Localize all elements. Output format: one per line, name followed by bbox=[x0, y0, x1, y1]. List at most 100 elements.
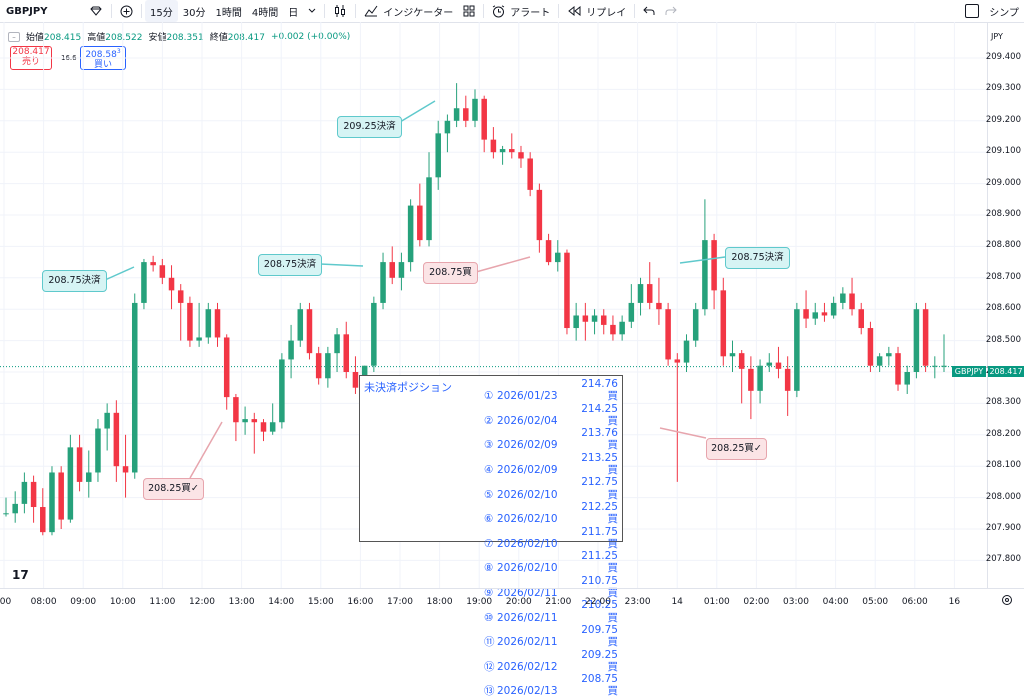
time-tick: 21:00 bbox=[545, 597, 572, 607]
layouts-button[interactable] bbox=[458, 0, 480, 22]
candle-down bbox=[803, 309, 809, 319]
undo-button[interactable] bbox=[638, 0, 660, 22]
candle-down bbox=[177, 290, 184, 303]
callout-close[interactable]: 208.75決済 bbox=[258, 254, 322, 276]
time-axis[interactable]: :00 08:00 09:00 10:00 11:00 12:00 13:00 14:00 15… bbox=[0, 588, 1024, 615]
chevron-down-icon bbox=[308, 8, 316, 13]
candle-down bbox=[720, 290, 727, 357]
price-tick: 209.100 bbox=[985, 146, 1021, 157]
candle-down bbox=[223, 337, 230, 398]
price-tick: 209.000 bbox=[985, 177, 1021, 188]
callout-close[interactable]: 208.75決済 bbox=[42, 270, 107, 292]
symbol-search-button[interactable]: GBPJPY bbox=[0, 0, 108, 22]
callout-pointer bbox=[104, 266, 135, 281]
candle-down bbox=[821, 312, 828, 316]
candle-up bbox=[242, 419, 248, 423]
callout-open[interactable]: 208.25買✓ bbox=[706, 438, 767, 460]
timeframe-label: 1時間 bbox=[215, 7, 242, 19]
callout-pointer bbox=[189, 421, 223, 479]
price-tick: 208.200 bbox=[985, 428, 1021, 439]
callout-open[interactable]: 208.75買 bbox=[423, 262, 478, 284]
indicators-button[interactable]: インジケーター bbox=[359, 0, 458, 22]
candle-down bbox=[233, 397, 239, 423]
position-date: 2026/02/10 bbox=[497, 513, 558, 526]
open-positions-box[interactable]: 未決済ポジション ① 2026/01/23 214.76買 ② 2026/02/04 21… bbox=[359, 375, 623, 697]
redo-button[interactable] bbox=[660, 0, 682, 22]
divider bbox=[111, 4, 112, 18]
candle-up bbox=[591, 315, 598, 322]
candle-down bbox=[251, 419, 258, 423]
position-n: ⑫ bbox=[484, 660, 495, 673]
position-row: ② 2026/02/04 214.25買 bbox=[484, 403, 618, 428]
alert-button[interactable]: アラート bbox=[487, 0, 555, 22]
time-tick: 15:00 bbox=[307, 597, 334, 607]
currency-label[interactable]: JPY bbox=[991, 32, 1003, 41]
candle-up bbox=[196, 337, 202, 341]
position-row: ⑨ 2026/02/11 210.75買 bbox=[484, 575, 618, 600]
time-tick: 10:00 bbox=[109, 597, 136, 607]
timeframe-15m[interactable]: 15分 bbox=[145, 0, 178, 22]
time-tick: 08:00 bbox=[30, 597, 57, 607]
candle-up bbox=[637, 284, 644, 303]
replay-button[interactable]: リプレイ bbox=[562, 0, 631, 22]
position-row: ④ 2026/02/09 213.25買 bbox=[484, 452, 618, 477]
chart-type-button[interactable] bbox=[328, 0, 352, 22]
time-tick: 23:00 bbox=[624, 597, 651, 607]
price-tick: 208.500 bbox=[985, 334, 1021, 345]
settings-icon[interactable] bbox=[1001, 594, 1013, 606]
candle-up bbox=[904, 372, 910, 385]
position-date: 2026/02/04 bbox=[497, 414, 558, 427]
position-price: 212.75買 bbox=[581, 476, 618, 501]
simple-mode-toggle[interactable]: シンプ bbox=[960, 0, 1024, 22]
candlestick-chart[interactable] bbox=[0, 22, 987, 588]
candle-up bbox=[876, 356, 883, 366]
candle-up bbox=[472, 98, 478, 121]
divider bbox=[483, 4, 485, 18]
position-n: ⑪ bbox=[484, 636, 495, 649]
timeframe-1d[interactable]: 日 bbox=[283, 0, 303, 22]
callout-close[interactable]: 208.75決済 bbox=[725, 247, 790, 269]
position-n: ⑧ bbox=[484, 562, 494, 575]
candle-down bbox=[665, 309, 671, 360]
timeframe-30m[interactable]: 30分 bbox=[178, 0, 211, 22]
tradingview-logo[interactable]: 𝟭𝟳 bbox=[12, 568, 29, 582]
positions-title: 未決済ポジション bbox=[364, 381, 452, 394]
symbol-name: GBPJPY bbox=[6, 5, 48, 17]
position-n: ② bbox=[484, 414, 494, 427]
timeframe-1h[interactable]: 1時間 bbox=[210, 0, 246, 22]
price-tick: 208.300 bbox=[985, 397, 1021, 408]
indicators-icon bbox=[364, 5, 378, 17]
candle-up bbox=[941, 365, 947, 367]
position-row: ⑧ 2026/02/10 211.25買 bbox=[484, 550, 618, 575]
price-tick: 209.400 bbox=[985, 52, 1021, 62]
timeframe-4h[interactable]: 4時間 bbox=[247, 0, 283, 22]
checkbox[interactable] bbox=[965, 4, 980, 18]
callout-open[interactable]: 208.25買✓ bbox=[143, 478, 204, 500]
candle-down bbox=[858, 309, 864, 329]
callout-text: 208.75決済 bbox=[263, 259, 317, 270]
open-value: 208.415 bbox=[44, 33, 82, 43]
position-row: ⑤ 2026/02/10 212.75買 bbox=[484, 476, 618, 501]
candle-down bbox=[895, 353, 901, 385]
candle-down bbox=[417, 205, 423, 241]
undo-icon bbox=[643, 6, 655, 15]
candle-down bbox=[674, 359, 681, 363]
collapse-legend-icon[interactable]: – bbox=[8, 31, 20, 42]
timeframe-dropdown[interactable] bbox=[303, 0, 321, 22]
position-price: 214.76買 bbox=[581, 378, 618, 403]
price-axis[interactable]: 209.400 209.300 209.200 209.100 209.000 208.9… bbox=[985, 22, 1024, 588]
callout-close[interactable]: 209.25決済 bbox=[337, 116, 402, 138]
compare-symbol-button[interactable] bbox=[115, 0, 138, 22]
current-symbol-tag: GBPJPY bbox=[952, 366, 986, 377]
redo-icon bbox=[665, 6, 677, 15]
candle-up bbox=[86, 472, 92, 482]
candle-up bbox=[95, 428, 101, 473]
close-value: 208.417 bbox=[227, 33, 265, 43]
position-date: 2026/02/12 bbox=[497, 660, 558, 673]
callout-pointer bbox=[475, 256, 531, 273]
position-date: 2026/02/11 bbox=[497, 587, 558, 600]
candle-down bbox=[849, 293, 855, 310]
candle-down bbox=[518, 152, 524, 159]
candle-down bbox=[646, 284, 653, 303]
position-price: 214.25買 bbox=[581, 402, 618, 427]
